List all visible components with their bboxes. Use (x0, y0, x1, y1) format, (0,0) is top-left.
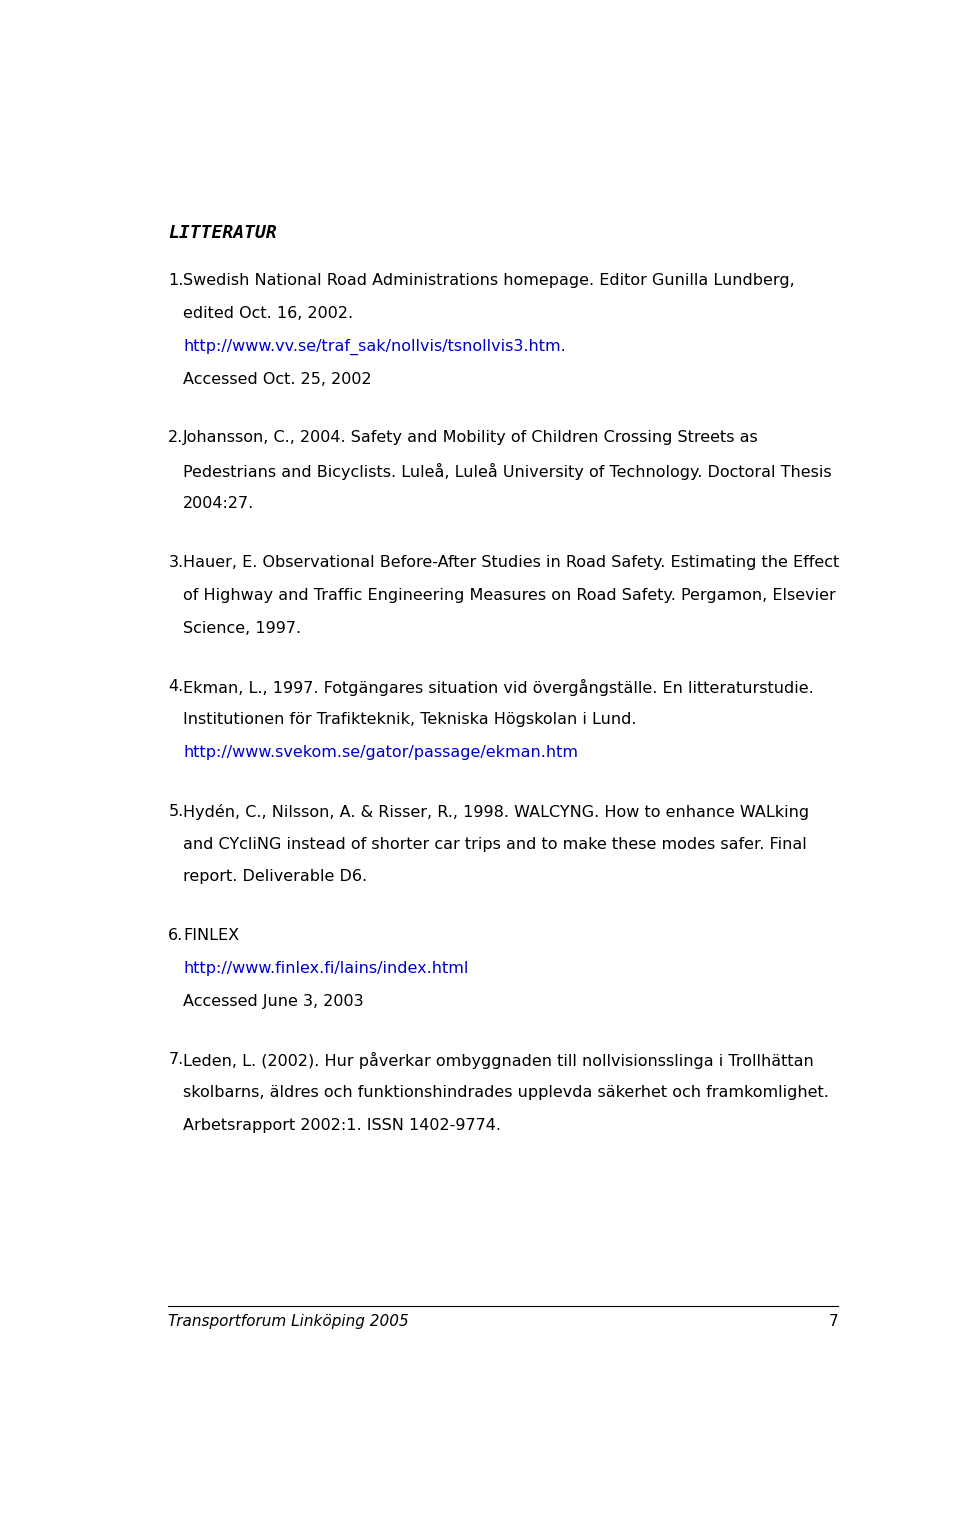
Text: Accessed June 3, 2003: Accessed June 3, 2003 (183, 994, 364, 1009)
Text: http://www.finlex.fi/lains/index.html: http://www.finlex.fi/lains/index.html (183, 962, 468, 975)
Text: Johansson, C., 2004. Safety and Mobility of Children Crossing Streets as: Johansson, C., 2004. Safety and Mobility… (183, 430, 759, 445)
Text: Institutionen för Trafikteknik, Tekniska Högskolan i Lund.: Institutionen för Trafikteknik, Tekniska… (183, 712, 636, 727)
Text: http://www.svekom.se/gator/passage/ekman.htm: http://www.svekom.se/gator/passage/ekman… (183, 745, 578, 760)
Text: Swedish National Road Administrations homepage. Editor Gunilla Lundberg,: Swedish National Road Administrations ho… (183, 273, 795, 288)
Text: Hydén, C., Nilsson, A. & Risser, R., 1998. WALCYNG. How to enhance WALking: Hydén, C., Nilsson, A. & Risser, R., 199… (183, 803, 809, 820)
Text: 1.: 1. (168, 273, 183, 288)
Text: of Highway and Traffic Engineering Measures on Road Safety. Pergamon, Elsevier: of Highway and Traffic Engineering Measu… (183, 588, 836, 602)
Text: Accessed Oct. 25, 2002: Accessed Oct. 25, 2002 (183, 372, 372, 387)
Text: report. Deliverable D6.: report. Deliverable D6. (183, 869, 368, 884)
Text: 5.: 5. (168, 803, 183, 818)
Text: 2004:27.: 2004:27. (183, 497, 254, 511)
Text: and CYcliNG instead of shorter car trips and to make these modes safer. Final: and CYcliNG instead of shorter car trips… (183, 837, 807, 852)
Text: Transportforum Linköping 2005: Transportforum Linköping 2005 (168, 1314, 409, 1329)
Text: edited Oct. 16, 2002.: edited Oct. 16, 2002. (183, 306, 353, 322)
Text: 7: 7 (828, 1314, 838, 1329)
Text: Arbetsrapport 2002:1. ISSN 1402-9774.: Arbetsrapport 2002:1. ISSN 1402-9774. (183, 1119, 501, 1134)
Text: 2.: 2. (168, 430, 183, 445)
Text: http://www.vv.se/traf_sak/nollvis/tsnollvis3.htm.: http://www.vv.se/traf_sak/nollvis/tsnoll… (183, 338, 566, 355)
Text: 4.: 4. (168, 680, 183, 695)
Text: Ekman, L., 1997. Fotgängares situation vid övergångställe. En litteraturstudie.: Ekman, L., 1997. Fotgängares situation v… (183, 680, 814, 696)
Text: LITTERATUR: LITTERATUR (168, 224, 277, 242)
Text: 3.: 3. (168, 555, 183, 570)
Text: FINLEX: FINLEX (183, 928, 239, 943)
Text: Hauer, E. Observational Before-After Studies in Road Safety. Estimating the Effe: Hauer, E. Observational Before-After Stu… (183, 555, 839, 570)
Text: 7.: 7. (168, 1053, 183, 1067)
Text: skolbarns, äldres och funktionshindrades upplevda säkerhet och framkomlighet.: skolbarns, äldres och funktionshindrades… (183, 1085, 829, 1100)
Text: 6.: 6. (168, 928, 183, 943)
Text: Pedestrians and Bicyclists. Luleå, Luleå University of Technology. Doctoral Thes: Pedestrians and Bicyclists. Luleå, Luleå… (183, 463, 832, 480)
Text: Leden, L. (2002). Hur påverkar ombyggnaden till nollvisionsslinga i Trollhättan: Leden, L. (2002). Hur påverkar ombyggnad… (183, 1053, 814, 1070)
Text: Science, 1997.: Science, 1997. (183, 620, 301, 636)
